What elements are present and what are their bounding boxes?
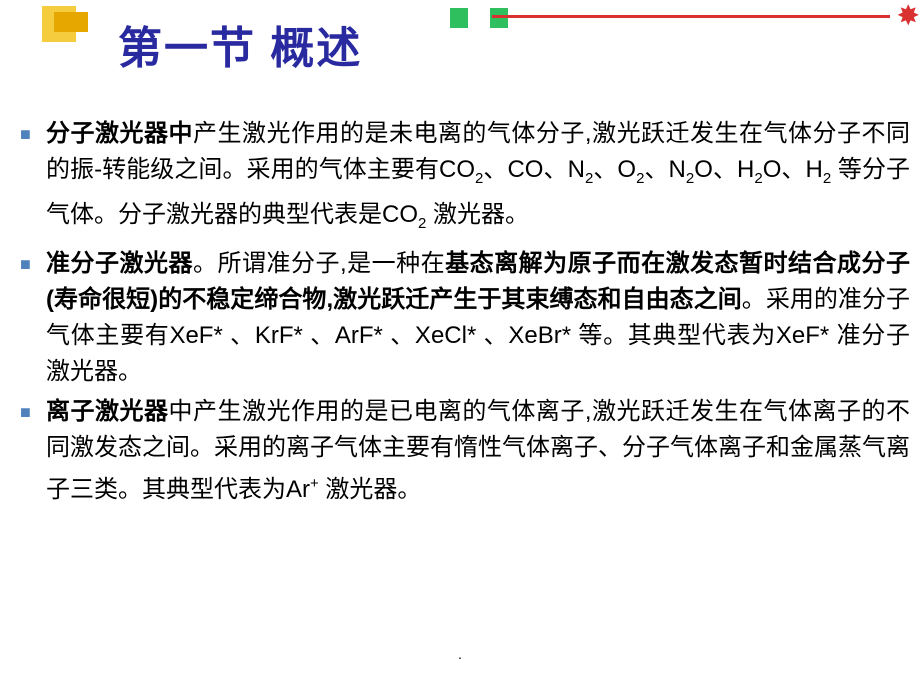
- slide-title: 第一节 概述: [118, 12, 362, 76]
- bullet-item-0: ■分子激光器中产生激光作用的是未电离的气体分子,激光跃迁发生在气体分子不同的振-…: [18, 116, 910, 242]
- bullet-text: 分子激光器中产生激光作用的是未电离的气体分子,激光跃迁发生在气体分子不同的振-转…: [46, 116, 910, 242]
- bullet-marker-icon: ■: [18, 246, 46, 390]
- deco-red-line: [492, 15, 890, 18]
- deco-star-icon: ✸: [897, 2, 920, 30]
- slide-content: ■分子激光器中产生激光作用的是未电离的气体分子,激光跃迁发生在气体分子不同的振-…: [18, 116, 910, 512]
- bullet-item-1: ■准分子激光器。所谓准分子,是一种在基态离解为原子而在激发态暂时结合成分子(寿命…: [18, 246, 910, 390]
- bullet-marker-icon: ■: [18, 394, 46, 508]
- bullet-text: 离子激光器中产生激光作用的是已电离的气体离子,激光跃迁发生在气体离子的不同激发态…: [46, 394, 910, 508]
- deco-green-bar-2: [490, 8, 508, 28]
- bullet-text: 准分子激光器。所谓准分子,是一种在基态离解为原子而在激发态暂时结合成分子(寿命很…: [46, 246, 910, 390]
- bullet-marker-icon: ■: [18, 116, 46, 242]
- deco-green-bar-1: [450, 8, 468, 28]
- page-marker: .: [0, 646, 920, 662]
- bullet-item-2: ■离子激光器中产生激光作用的是已电离的气体离子,激光跃迁发生在气体离子的不同激发…: [18, 394, 910, 508]
- deco-yellow-block: [42, 6, 76, 42]
